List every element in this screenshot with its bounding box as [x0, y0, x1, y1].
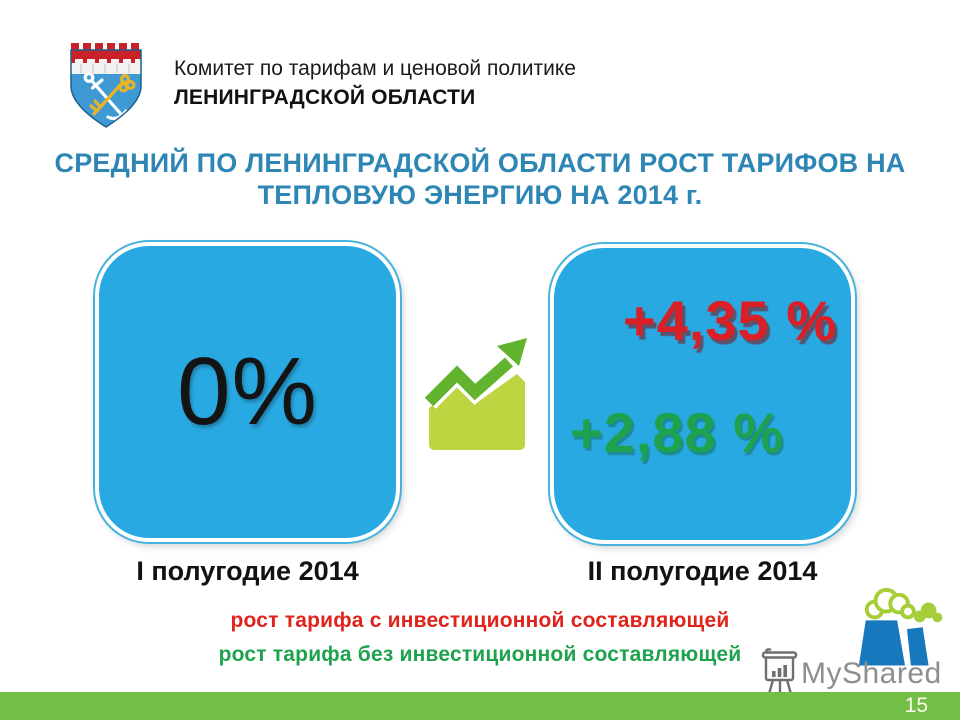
org-name-line2: ЛЕНИНГРАДСКОЙ ОБЛАСТИ — [174, 86, 476, 110]
period-2-value-without-investment: +2,88 % — [570, 401, 785, 464]
footer-bar: 15 — [0, 692, 960, 720]
period-1-card: 0% — [95, 242, 400, 542]
period-2-value-with-investment: +4,35 % — [622, 289, 837, 352]
period-2-label: II полугодие 2014 — [587, 556, 818, 586]
period-1-label: I полугодие 2014 — [136, 556, 359, 586]
growth-chart-icon — [423, 335, 530, 450]
factory-icon — [858, 587, 943, 666]
legend-without-investment: рост тарифа без инвестиционной составляю… — [218, 643, 742, 666]
legend-with-investment: рост тарифа с инвестиционной составляюще… — [230, 609, 730, 632]
period-1-value: 0% — [177, 338, 318, 445]
page-number: 15 — [904, 694, 928, 717]
watermark-text: MyShared — [801, 657, 942, 690]
slide-title: СРЕДНИЙ ПО ЛЕНИНГРАДСКОЙ ОБЛАСТИ РОСТ ТА… — [54, 148, 906, 210]
presentation-board-icon — [761, 648, 798, 696]
org-name: Комитет по тарифам и ценовой политике ЛЕ… — [174, 56, 576, 112]
org-name-line1: Комитет по тарифам и ценовой политике — [174, 57, 576, 80]
leningrad-oblast-coat-of-arms-icon — [70, 43, 142, 128]
period-2-card: +4,35 % +2,88 % — [550, 244, 855, 544]
